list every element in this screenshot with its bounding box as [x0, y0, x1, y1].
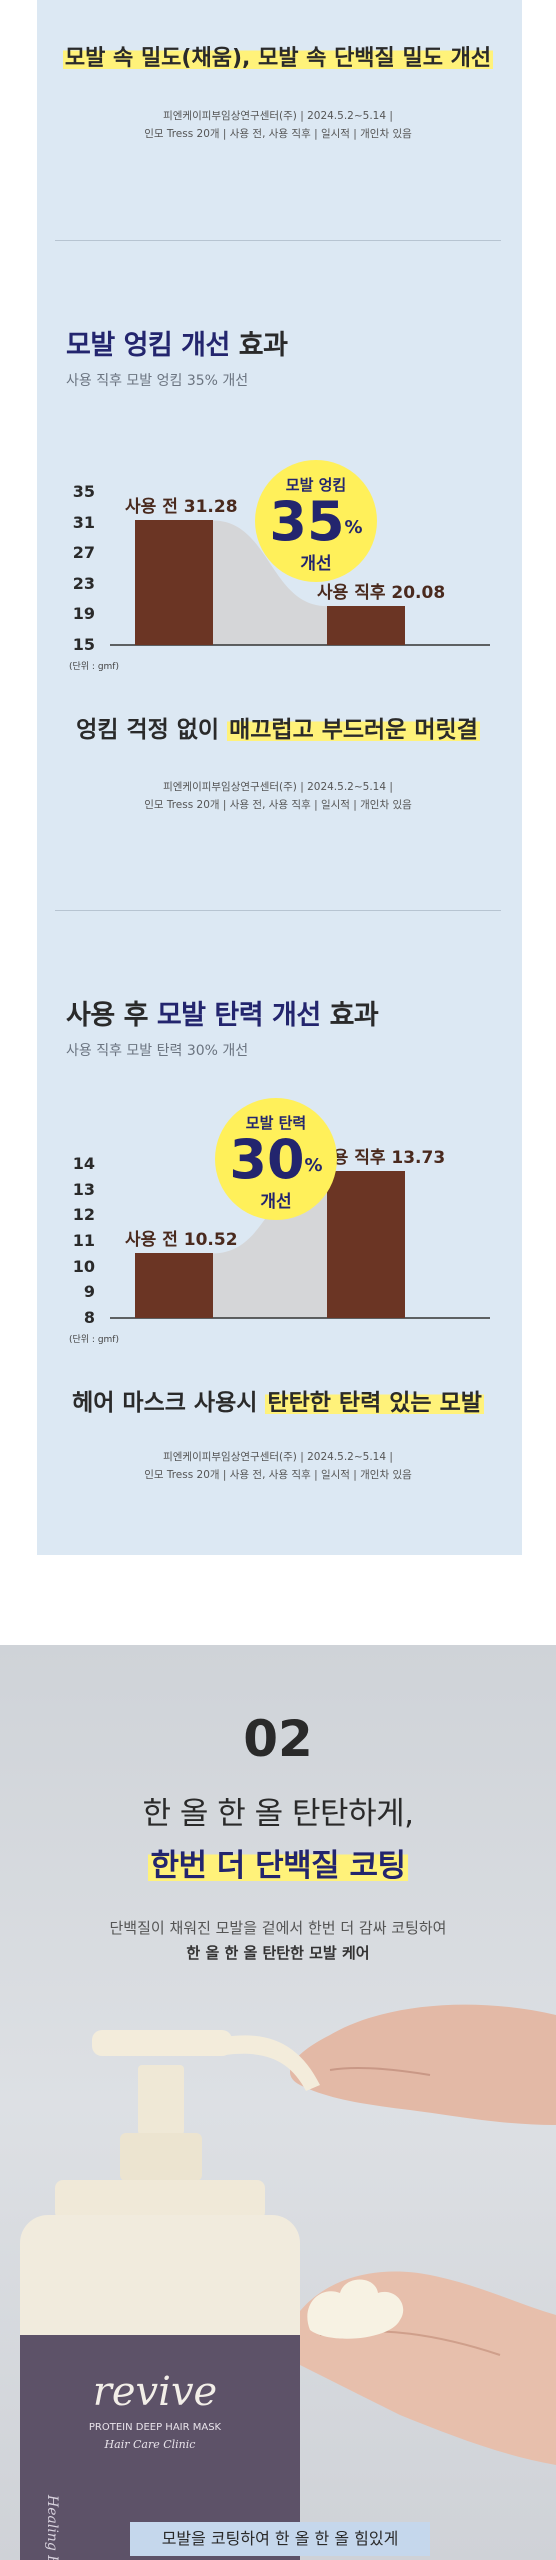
unit-label: (단위 : gmf)	[69, 662, 119, 672]
y-tick-label: 9	[83, 1282, 95, 1302]
elasticity-chart: 14 13 12 11 10 9 8 (단위 : gmf) 사용 전 10.52 사용 직후 13…	[55, 1098, 515, 1350]
y-tick-label: 15	[72, 635, 95, 654]
improvement-badge: 모발 탄력 30% 개선	[215, 1098, 337, 1220]
bar-after-label: 사용 직후 20.08	[317, 583, 446, 604]
pump-stem	[138, 2065, 184, 2135]
bar-after	[327, 606, 405, 645]
bar-before	[135, 520, 213, 645]
section1-caption: 엉킴 걱정 없이 매끄럽고 부드러운 머릿결	[76, 717, 480, 743]
bar-before	[135, 1253, 213, 1318]
badge-title: 모발 탄력	[245, 1114, 307, 1132]
step-number: 02	[243, 1710, 313, 1768]
jar-side-text: Healing Bird	[44, 2494, 60, 2560]
product-desc-1: 단백질이 채워진 모발을 겉에서 한번 더 감싸 코팅하여	[109, 1919, 447, 1937]
product-heading-1: 한 올 한 올 탄탄하게,	[142, 1796, 414, 1832]
section2-title: 사용 후 모발 탄력 개선 효과	[66, 1000, 379, 1031]
tangle-chart: 35 31 27 23 19 15 (단위 : gmf) 사용 전 31.28 사용 직후 20…	[55, 460, 515, 680]
jar-brand: revive	[93, 2369, 217, 2415]
product-illustration: revive PROTEIN DEEP HAIR MASK Hair Care …	[20, 2004, 556, 2560]
badge-bottom: 개선	[300, 554, 332, 574]
y-tick-label: 31	[72, 512, 95, 532]
section2-caption: 헤어 마스크 사용시 탄탄한 탄력 있는 모발	[72, 1390, 484, 1416]
y-tick-label: 10	[72, 1256, 95, 1276]
change-area	[213, 520, 327, 645]
y-tick-label: 14	[72, 1154, 95, 1173]
pump-head	[92, 2030, 232, 2056]
y-tick-label: 12	[72, 1205, 95, 1225]
unit-label: (단위 : gmf)	[69, 1335, 119, 1345]
section-divider	[55, 910, 501, 911]
y-tick-label: 11	[72, 1231, 95, 1250]
y-tick-label: 8	[83, 1308, 95, 1327]
y-tick-label: 13	[72, 1179, 95, 1199]
badge-value: 30%	[229, 1128, 323, 1191]
clinical-note-3: 피엔케이피부임상연구센터(주) | 2024.5.2~5.14 | 인모 Tre…	[144, 1451, 412, 1481]
y-tick-label: 19	[72, 604, 95, 624]
section1-title: 모발 엉킴 개선 효과	[66, 330, 288, 361]
clinical-note-1: 피엔케이피부임상연구센터(주) | 2024.5.2~5.14 | 인모 Tre…	[144, 110, 412, 140]
badge-title: 모발 엉킴	[285, 476, 347, 494]
product-section: 02 한 올 한 올 탄탄하게, 한번 더 단백질 코팅 단백질이 채워진 모발…	[0, 1645, 556, 2560]
section1-subtitle: 사용 직후 모발 엉킴 35% 개선	[66, 373, 249, 389]
badge-bottom: 개선	[260, 1192, 292, 1212]
section-divider	[55, 240, 501, 241]
y-tick-label: 23	[72, 573, 95, 593]
bar-before-label: 사용 전 10.52	[125, 1230, 238, 1251]
product-heading-2: 한번 더 단백질 코팅	[148, 1848, 408, 1884]
chart-area-svg	[110, 520, 490, 646]
bar-after	[327, 1170, 405, 1318]
pump-nozzle	[225, 2035, 320, 2091]
jar-subtitle: Hair Care Clinic	[104, 2438, 196, 2451]
upper-hand	[290, 2004, 556, 2125]
y-tick-label: 35	[72, 482, 95, 501]
jar-product-name: PROTEIN DEEP HAIR MASK	[89, 2422, 222, 2433]
badge-value: 35%	[269, 490, 363, 553]
top-caption: 모발 속 밀도(채움), 모발 속 단백질 밀도 개선	[62, 46, 494, 71]
section2-subtitle: 사용 직후 모발 탄력 30% 개선	[66, 1043, 249, 1059]
bar-after-label: 사용 직후 13.73	[317, 1147, 446, 1168]
bar-before-label: 사용 전 31.28	[125, 497, 238, 518]
bottom-banner: 모발을 코팅하여 한 올 한 올 힘있게	[130, 2522, 430, 2556]
y-tick-label: 27	[72, 543, 95, 563]
clinical-note-2: 피엔케이피부임상연구센터(주) | 2024.5.2~5.14 | 인모 Tre…	[144, 781, 412, 811]
improvement-badge: 모발 엉킴 35% 개선	[255, 460, 377, 582]
cream-dollop	[307, 2279, 404, 2339]
product-desc-2: 한 올 한 올 탄탄한 모발 케어	[186, 1944, 370, 1962]
